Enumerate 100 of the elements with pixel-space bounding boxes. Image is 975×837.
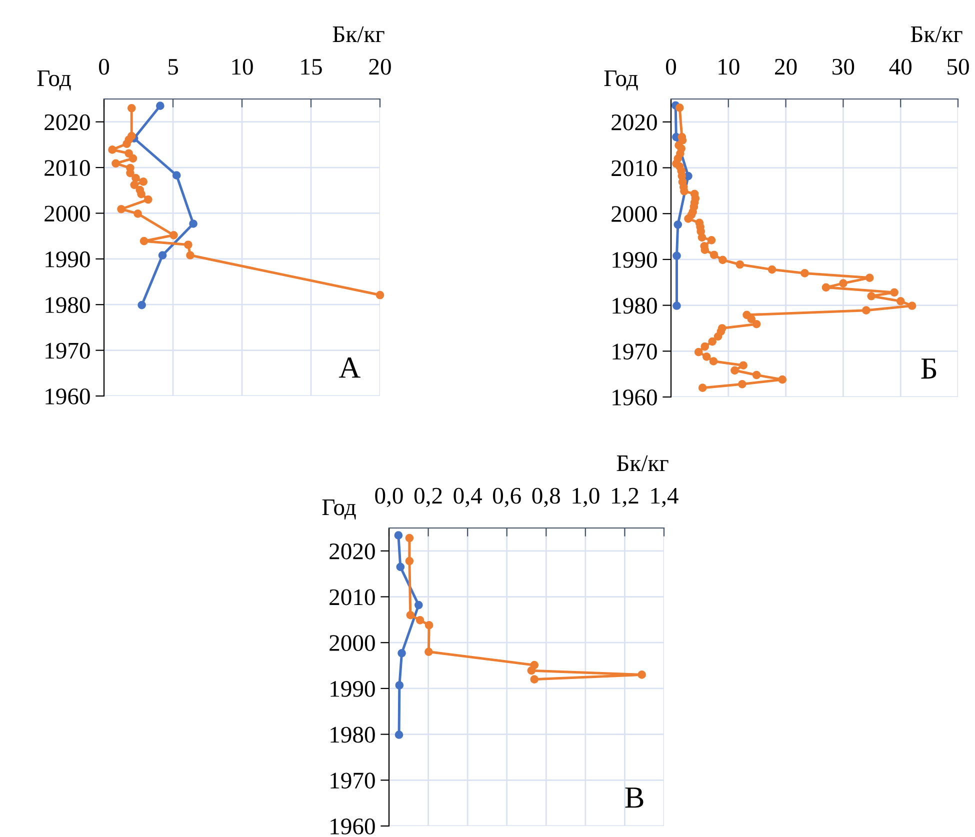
- point: [424, 648, 433, 656]
- x-tick-label: 30: [832, 58, 854, 75]
- x-tick-label: 20: [369, 58, 391, 75]
- text: Б: [921, 358, 936, 379]
- point: [156, 102, 164, 110]
- x-tick-label: 0,6: [493, 488, 521, 508]
- y-tick-label: 1990: [612, 252, 657, 268]
- y-tick-label: 2010: [330, 589, 375, 606]
- point: [186, 251, 194, 260]
- point: [865, 274, 874, 282]
- x-tick-label: 50: [948, 58, 969, 75]
- point: [416, 616, 424, 624]
- point: [530, 675, 539, 684]
- point: [862, 306, 870, 315]
- point: [896, 297, 905, 306]
- y-tick-label: 1980: [612, 298, 657, 314]
- point: [684, 214, 692, 223]
- point: [752, 320, 761, 328]
- point: [710, 250, 718, 260]
- point: [638, 670, 646, 679]
- y-tick-label: 1970: [330, 772, 375, 789]
- y-tick-label: 1970: [46, 342, 90, 359]
- x-tick-label: 0: [98, 58, 110, 75]
- x-tick-label: 1,0: [572, 488, 600, 508]
- point: [674, 220, 682, 229]
- x-axis-title: Бк/кг: [910, 26, 962, 42]
- point: [672, 252, 681, 260]
- x-tick-label: 40: [889, 58, 912, 75]
- point: [718, 256, 727, 264]
- point: [707, 236, 716, 244]
- y-tick-label: 2000: [44, 206, 90, 222]
- point: [675, 104, 684, 112]
- point: [694, 348, 703, 356]
- point: [144, 195, 152, 204]
- point: [752, 370, 761, 380]
- x-tick-label: 10: [718, 58, 740, 75]
- y-tick-label: 2020: [330, 543, 375, 560]
- point: [139, 178, 148, 186]
- point: [124, 149, 134, 158]
- point: [394, 730, 404, 739]
- point: [709, 357, 718, 366]
- x-tick-label: 0,0: [375, 488, 403, 508]
- x-tick-label: 20: [775, 58, 797, 75]
- point: [130, 180, 139, 190]
- point: [738, 380, 746, 388]
- point: [128, 154, 138, 163]
- point: [138, 300, 146, 310]
- y-axis-title: Год: [322, 500, 356, 520]
- point: [908, 302, 916, 310]
- point: [822, 283, 830, 292]
- point: [867, 292, 876, 300]
- point: [132, 174, 140, 182]
- point: [527, 666, 536, 675]
- point: [839, 279, 848, 288]
- text: А: [338, 357, 360, 378]
- point: [672, 302, 681, 310]
- point: [122, 140, 131, 148]
- point: [406, 610, 415, 620]
- point: [405, 534, 414, 542]
- point: [172, 171, 181, 180]
- y-tick-label: 2000: [612, 206, 657, 222]
- x-tick-label: 0,8: [532, 488, 560, 508]
- x-tick-label: 0: [666, 58, 676, 75]
- y-tick-label: 1980: [46, 297, 90, 314]
- y-tick-label: 1960: [330, 818, 375, 834]
- point: [376, 290, 384, 300]
- x-axis-title: Бк/кг: [332, 26, 384, 42]
- x-tick-label: 1,2: [612, 488, 638, 508]
- point: [736, 260, 744, 269]
- y-axis-title: Год: [37, 70, 71, 91]
- text: В: [625, 788, 644, 808]
- point: [890, 288, 898, 297]
- y-tick-label: 2020: [44, 114, 90, 130]
- point: [714, 332, 722, 341]
- x-tick-label: 5: [168, 59, 178, 75]
- point: [424, 621, 434, 630]
- y-tick-label: 1960: [46, 388, 90, 404]
- x-tick-label: 10: [232, 58, 253, 75]
- point: [108, 146, 116, 154]
- point: [140, 236, 148, 246]
- x-tick-label: 0,2: [414, 488, 442, 508]
- y-tick-label: 2010: [44, 160, 90, 176]
- y-tick-label: 1980: [330, 726, 375, 743]
- point: [778, 375, 787, 384]
- y-tick-label: 1960: [612, 389, 657, 406]
- point: [747, 314, 756, 324]
- point: [414, 600, 423, 610]
- point: [405, 556, 414, 566]
- point: [739, 361, 748, 370]
- point: [127, 104, 136, 112]
- point: [708, 337, 716, 346]
- y-tick-label: 1990: [46, 251, 90, 268]
- point: [768, 265, 776, 274]
- point: [396, 562, 405, 572]
- y-tick-label: 2010: [612, 160, 657, 176]
- point: [112, 159, 120, 168]
- point: [184, 240, 192, 249]
- point: [800, 269, 809, 278]
- point: [698, 233, 706, 242]
- point: [158, 251, 167, 260]
